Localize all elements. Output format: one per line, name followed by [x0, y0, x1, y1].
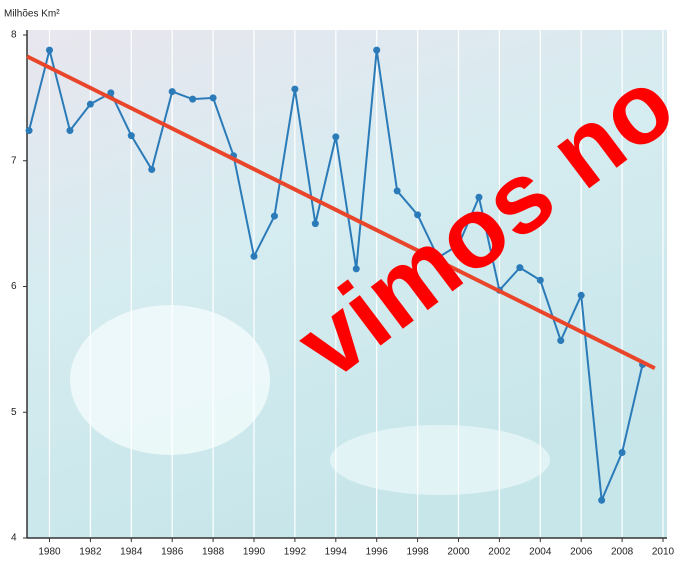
y-axis-label: Milhões Km²	[4, 9, 60, 20]
x-tick-label: 2002	[488, 547, 511, 558]
y-tick-label: 7	[11, 155, 17, 166]
data-point	[66, 127, 73, 134]
data-point	[26, 127, 33, 134]
x-tick-label: 1984	[120, 547, 143, 558]
x-tick-label: 1986	[161, 547, 184, 558]
x-tick-label: 2008	[611, 547, 634, 558]
data-point	[394, 187, 401, 194]
y-tick-label: 4	[11, 533, 17, 544]
x-tick-label: 1992	[284, 547, 307, 558]
bear-illustration	[70, 305, 270, 455]
y-tick-label: 8	[11, 30, 17, 41]
y-tick-label: 5	[11, 407, 17, 418]
data-point	[46, 47, 53, 54]
data-point	[210, 94, 217, 101]
x-tick-label: 1990	[243, 547, 266, 558]
data-point	[128, 132, 135, 139]
x-tick-label: 1980	[38, 547, 61, 558]
data-point	[87, 101, 94, 108]
data-point	[250, 253, 257, 260]
data-point	[312, 220, 319, 227]
x-tick-label: 1982	[79, 547, 102, 558]
x-tick-label: 2006	[570, 547, 593, 558]
data-point	[373, 47, 380, 54]
y-tick-label: 6	[11, 281, 17, 292]
data-point	[578, 292, 585, 299]
x-tick-label: 2000	[447, 547, 470, 558]
data-point	[148, 166, 155, 173]
chart: Milhões Km² 1980 1982 1984 1986 1988 1990 1992…	[0, 0, 677, 564]
data-point	[598, 497, 605, 504]
data-point	[169, 88, 176, 95]
data-point	[537, 277, 544, 284]
x-tick-label: 2010	[652, 547, 675, 558]
data-point	[271, 213, 278, 220]
data-point	[332, 133, 339, 140]
x-tick-label: 1988	[202, 547, 225, 558]
x-tick-label: 1998	[406, 547, 429, 558]
data-point	[189, 96, 196, 103]
x-tick-label: 2004	[529, 547, 552, 558]
x-tick-label: 1996	[366, 547, 389, 558]
x-tick-label: 1994	[325, 547, 348, 558]
seal-illustration	[330, 425, 550, 495]
data-point	[619, 449, 626, 456]
data-point	[291, 86, 298, 93]
data-point	[557, 337, 564, 344]
